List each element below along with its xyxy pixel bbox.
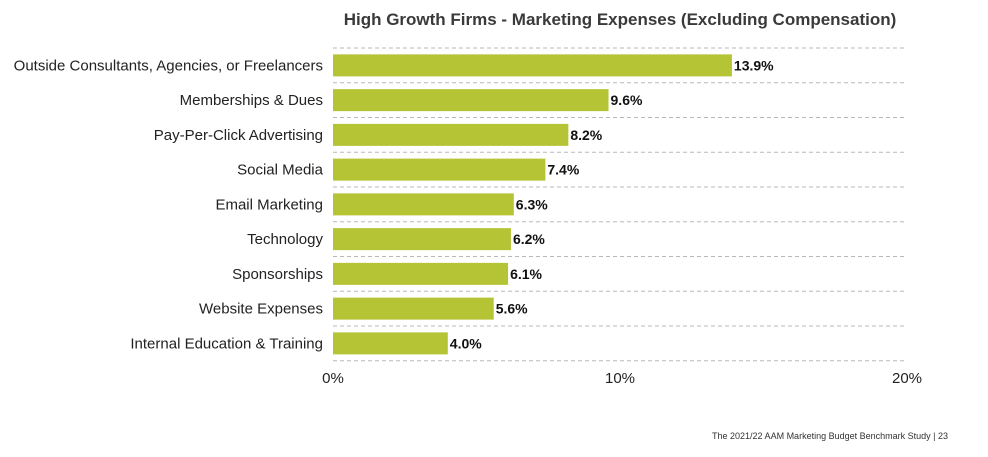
data-label: 6.2% — [513, 231, 545, 247]
category-label: Pay-Per-Click Advertising — [154, 127, 323, 144]
footer-citation: The 2021/22 AAM Marketing Budget Benchma… — [712, 431, 948, 441]
data-label: 4.0% — [450, 335, 482, 351]
gridlines — [333, 47, 907, 362]
data-label: 8.2% — [570, 127, 602, 143]
bar — [333, 262, 509, 285]
category-label: Email Marketing — [215, 196, 323, 213]
bar — [333, 89, 609, 112]
x-tick-label: 0% — [322, 370, 344, 387]
x-axis-ticks: 0% 10% 20% — [322, 370, 922, 387]
chart-title: High Growth Firms - Marketing Expenses (… — [343, 10, 897, 29]
x-tick-label: 20% — [892, 370, 922, 387]
data-label: 13.9% — [734, 57, 774, 73]
bar — [333, 123, 569, 146]
bar — [333, 228, 511, 251]
category-label: Website Expenses — [199, 301, 323, 318]
value-labels: 13.9% 9.6% 8.2% 7.4% 6.3% 6.2% 6.1% 5.6% 4.0% — [450, 57, 774, 351]
category-label: Memberships & Dues — [180, 92, 323, 109]
category-label: Sponsorships — [232, 266, 323, 283]
bar — [333, 332, 448, 355]
data-label: 7.4% — [547, 162, 579, 178]
category-label: Outside Consultants, Agencies, or Freela… — [14, 57, 323, 74]
x-tick-label: 10% — [605, 370, 635, 387]
bar — [333, 158, 546, 181]
data-label: 6.3% — [516, 196, 548, 212]
category-label: Social Media — [237, 162, 324, 179]
category-labels: Outside Consultants, Agencies, or Freela… — [14, 57, 324, 352]
data-label: 5.6% — [496, 301, 528, 317]
bars — [333, 54, 732, 355]
bar — [333, 193, 514, 216]
data-label: 9.6% — [611, 92, 643, 108]
bar — [333, 297, 494, 320]
data-label: 6.1% — [510, 266, 542, 282]
category-label: Technology — [247, 231, 323, 248]
bar — [333, 54, 732, 77]
category-label: Internal Education & Training — [130, 335, 323, 352]
